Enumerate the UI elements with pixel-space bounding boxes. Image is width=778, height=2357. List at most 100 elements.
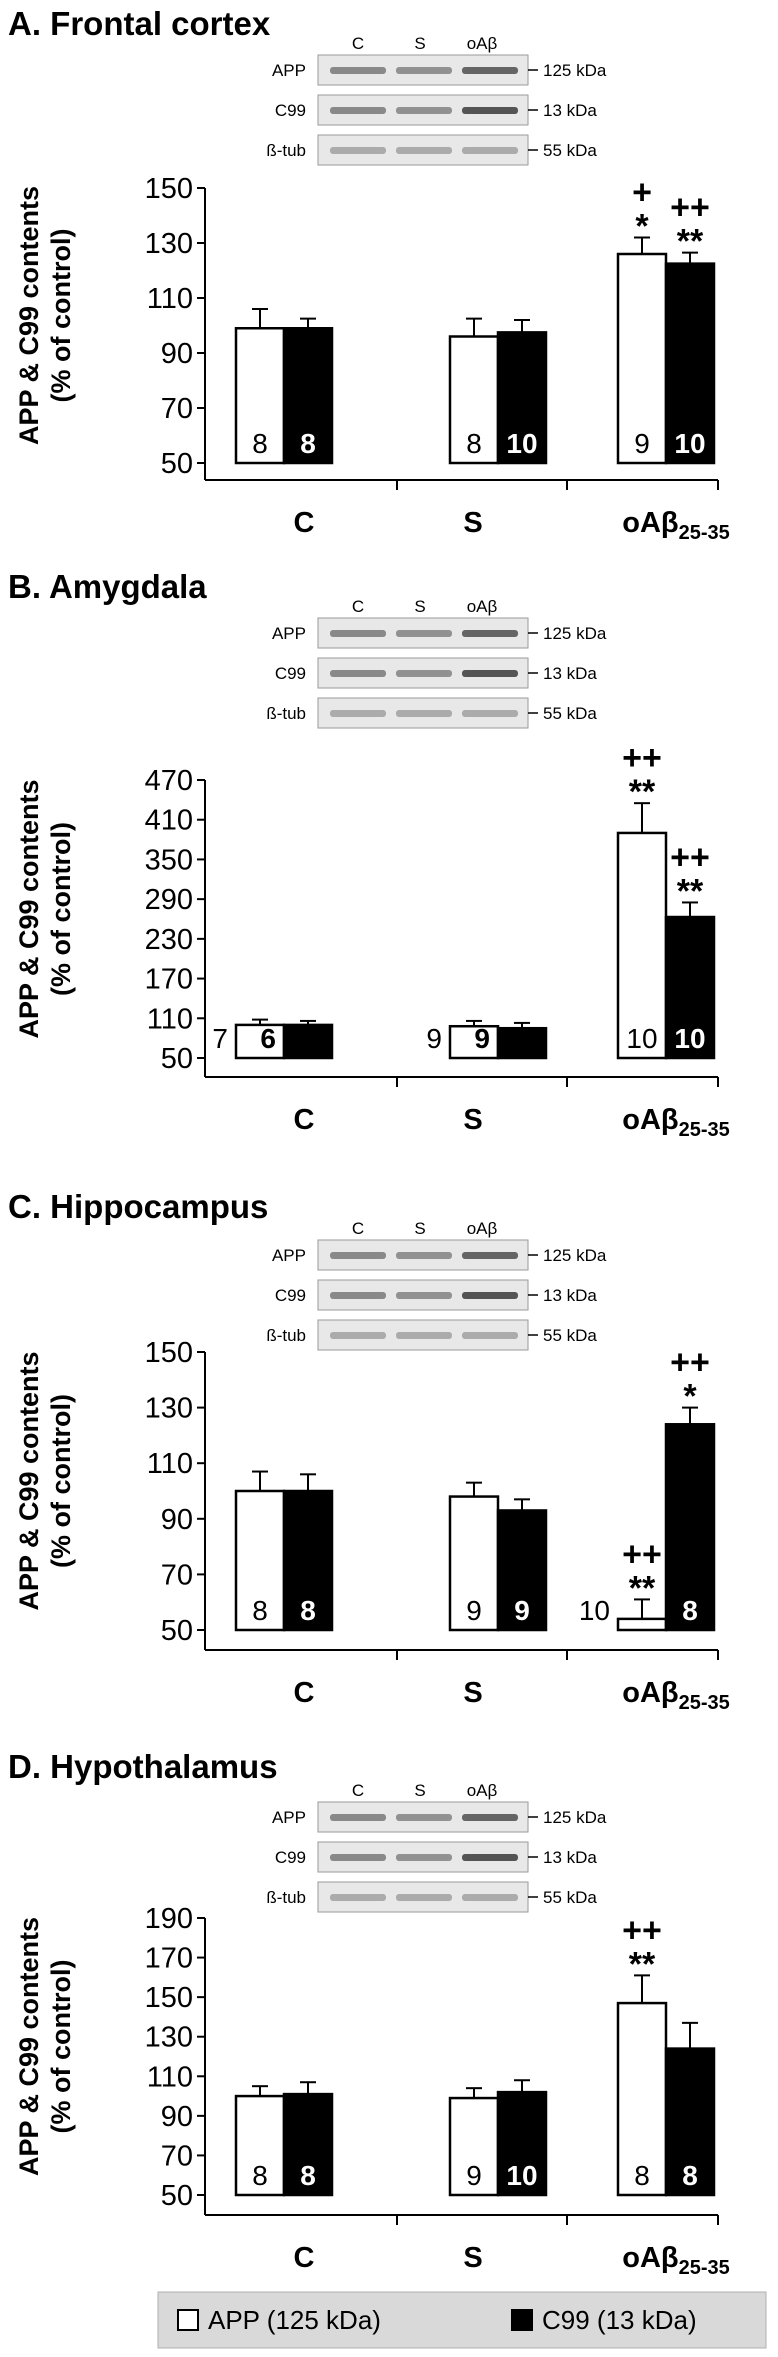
x-category-label: oAβ25-35 bbox=[622, 1677, 730, 1714]
n-label: 6 bbox=[260, 1023, 276, 1054]
y-tick-label: 130 bbox=[145, 2022, 193, 2054]
blot-band bbox=[462, 1814, 518, 1821]
blot-strip bbox=[317, 1319, 529, 1351]
blot-lane-label: C bbox=[352, 1781, 364, 1800]
y-tick-label: 50 bbox=[161, 448, 193, 480]
blot-kda-label: 13 kDa bbox=[543, 101, 597, 120]
blot-band bbox=[462, 107, 518, 114]
blot-row-label: C99 bbox=[275, 1848, 306, 1867]
blot-band bbox=[330, 1894, 386, 1901]
n-label: 9 bbox=[466, 1595, 482, 1626]
blot-kda-label: 55 kDa bbox=[543, 141, 597, 160]
y-tick-label: 350 bbox=[145, 844, 193, 876]
y-tick-label: 130 bbox=[145, 228, 193, 260]
bar bbox=[282, 327, 334, 465]
y-axis-label: (% of control) bbox=[46, 229, 76, 403]
y-axis-label: (% of control) bbox=[46, 1394, 76, 1568]
y-tick-label: 90 bbox=[161, 2101, 193, 2133]
y-axis-label: APP & C99 contents bbox=[14, 1351, 44, 1610]
y-tick-label: 150 bbox=[145, 173, 193, 205]
blot-kda-label: 13 kDa bbox=[543, 1286, 597, 1305]
x-category-label: C bbox=[294, 1104, 315, 1136]
bar bbox=[496, 1026, 548, 1060]
y-tick-label: 150 bbox=[145, 1982, 193, 2014]
blot-band bbox=[396, 1894, 452, 1901]
y-tick-label: 150 bbox=[145, 1337, 193, 1369]
blot-lane-label: C bbox=[352, 597, 364, 616]
bar bbox=[664, 1423, 716, 1632]
blot-kda-label: 13 kDa bbox=[543, 664, 597, 683]
n-label: 8 bbox=[466, 428, 482, 459]
n-label: 10 bbox=[626, 1023, 657, 1054]
x-category-label: S bbox=[463, 1677, 482, 1709]
significance-label: * bbox=[683, 1378, 697, 1416]
y-axis-label: APP & C99 contents bbox=[14, 1917, 44, 2176]
blot-lane-label: S bbox=[414, 1781, 425, 1800]
significance-label: + bbox=[632, 174, 652, 212]
significance-label: ** bbox=[629, 1945, 656, 1983]
blot-kda-label: 125 kDa bbox=[543, 61, 607, 80]
blot-lane-label: C bbox=[352, 34, 364, 53]
n-label: 8 bbox=[252, 2160, 268, 2191]
blot-band bbox=[396, 1292, 452, 1299]
blot-band bbox=[396, 147, 452, 154]
n-label: 8 bbox=[300, 2160, 316, 2191]
blot-band bbox=[330, 107, 386, 114]
blot-band bbox=[396, 630, 452, 637]
x-category-label: oAβ25-35 bbox=[622, 507, 730, 544]
blot-kda-label: 55 kDa bbox=[543, 1888, 597, 1907]
blot-kda-label: 13 kDa bbox=[543, 1848, 597, 1867]
blot-band bbox=[462, 1854, 518, 1861]
y-axis: 50 70 90 110 130 150 bbox=[145, 173, 206, 480]
blot-band bbox=[330, 1292, 386, 1299]
blot-lane-label: oAβ bbox=[467, 1781, 498, 1800]
blot-row-label: ß-tub bbox=[266, 1326, 306, 1345]
blot-band bbox=[462, 1332, 518, 1339]
blot-band bbox=[462, 147, 518, 154]
blot-row-label: ß-tub bbox=[266, 1888, 306, 1907]
blot-band bbox=[462, 1292, 518, 1299]
x-category-label: S bbox=[463, 1104, 482, 1136]
blot-band bbox=[462, 1252, 518, 1259]
blot-band bbox=[396, 670, 452, 677]
blot-band bbox=[462, 710, 518, 717]
blot-band bbox=[330, 1854, 386, 1861]
y-axis: 50 70 90 110 130 150 170 190 bbox=[145, 1903, 206, 2215]
n-label: 8 bbox=[252, 428, 268, 459]
y-axis-label: APP & C99 contents bbox=[14, 186, 44, 445]
y-tick-label: 470 bbox=[145, 765, 193, 797]
blot-lane-label: S bbox=[414, 34, 425, 53]
x-category-label: C bbox=[294, 2242, 315, 2274]
panel-title: A. Frontal cortex bbox=[8, 5, 271, 42]
bar bbox=[664, 915, 716, 1060]
significance-label: ++ bbox=[670, 838, 710, 876]
n-label: 8 bbox=[300, 428, 316, 459]
blot-band bbox=[330, 67, 386, 74]
x-category-label: oAβ25-35 bbox=[622, 2242, 730, 2279]
blot-band bbox=[396, 67, 452, 74]
legend: APP (125 kDa) C99 (13 kDa) bbox=[157, 2291, 767, 2349]
blot-band bbox=[330, 670, 386, 677]
blot-band bbox=[462, 67, 518, 74]
bar bbox=[234, 1489, 286, 1632]
bar bbox=[616, 831, 668, 1060]
blot-strip bbox=[317, 1881, 529, 1913]
blot-band bbox=[396, 1854, 452, 1861]
y-tick-label: 50 bbox=[161, 1615, 193, 1647]
y-tick-label: 50 bbox=[161, 1043, 193, 1075]
significance-label: ++ bbox=[622, 739, 662, 777]
n-label: 9 bbox=[514, 1595, 530, 1626]
y-tick-label: 190 bbox=[145, 1903, 193, 1935]
blot-lane-label: oAβ bbox=[467, 34, 498, 53]
blot-lane-label: oAβ bbox=[467, 597, 498, 616]
x-category-label: C bbox=[294, 507, 315, 539]
y-tick-label: 170 bbox=[145, 964, 193, 996]
legend-label-app: APP (125 kDa) bbox=[208, 2305, 381, 2335]
y-tick-label: 90 bbox=[161, 1504, 193, 1536]
y-axis-label: (% of control) bbox=[46, 1960, 76, 2134]
n-label: 8 bbox=[634, 2160, 650, 2191]
bar bbox=[664, 2047, 716, 2197]
